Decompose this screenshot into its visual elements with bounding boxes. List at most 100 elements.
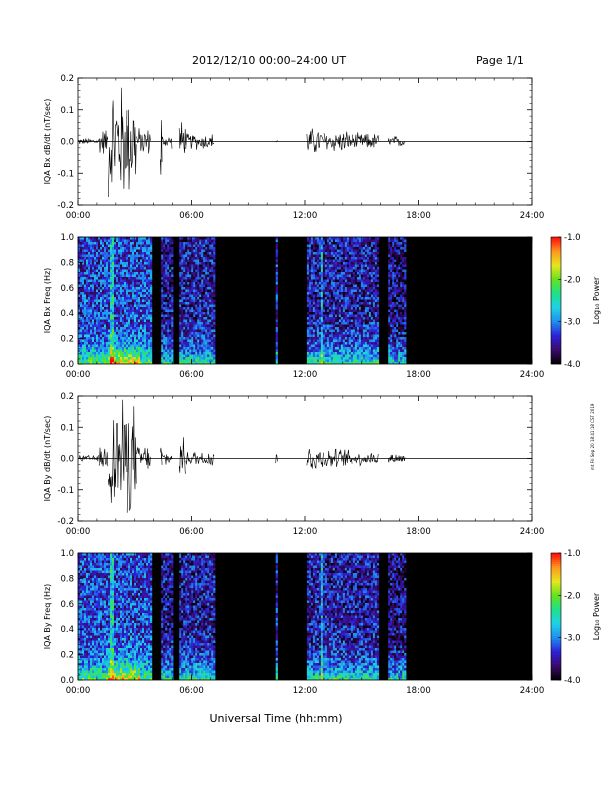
spectrogram-cell xyxy=(195,244,198,248)
spectrogram-cell xyxy=(362,322,366,325)
spectrogram-cell xyxy=(108,357,111,360)
spectrogram-cell xyxy=(136,337,139,340)
spectrogram-cell xyxy=(328,284,332,288)
spectrogram-cell xyxy=(120,322,123,325)
spectrogram-cell xyxy=(100,252,103,255)
spectrogram-cell xyxy=(86,289,89,293)
spectrogram-cell xyxy=(330,329,334,333)
spectrogram-cell xyxy=(80,344,83,348)
spectrogram-cell xyxy=(275,282,278,285)
spectrogram-cell xyxy=(318,279,322,283)
spectrogram-cell xyxy=(94,279,97,283)
spectrogram-cell xyxy=(336,247,340,250)
spectrogram-cell xyxy=(211,342,214,345)
spectrogram-cell xyxy=(90,277,93,280)
spectrogram-cell xyxy=(124,359,127,363)
spectrogram-cell xyxy=(161,247,164,250)
spectrogram-cell xyxy=(179,357,182,360)
spectrogram-cell xyxy=(82,242,85,245)
spectrogram-cell xyxy=(332,242,336,245)
spectrogram-cell xyxy=(336,342,340,345)
spectrogram-cell xyxy=(106,267,109,270)
spectrogram-cell xyxy=(142,274,145,278)
spectrogram-cell xyxy=(354,237,358,240)
spectrogram-cell xyxy=(84,239,87,243)
spectrogram-cell xyxy=(195,319,198,323)
spectrogram-cell xyxy=(362,357,366,360)
spectrogram-cell xyxy=(189,327,192,330)
spectrogram-cell xyxy=(128,249,131,253)
spectrogram-cell xyxy=(191,359,194,363)
spectrogram-cell xyxy=(320,327,324,330)
spectrogram-cell xyxy=(187,322,190,325)
spectrogram-cell xyxy=(118,342,121,345)
spectrogram-cell xyxy=(372,237,376,240)
spectrogram-cell xyxy=(205,244,208,248)
spectrogram-cell xyxy=(84,329,87,333)
spectrogram-cell xyxy=(213,237,216,240)
spectrogram-cell xyxy=(334,262,338,265)
spectrogram-cell xyxy=(336,284,340,288)
spectrogram-cell xyxy=(209,259,212,263)
spectrogram-cell xyxy=(108,272,111,275)
spectrogram-cell xyxy=(142,289,145,293)
spectrogram-cell xyxy=(169,354,172,358)
spectrogram-cell xyxy=(187,349,190,353)
spectrogram-cell xyxy=(146,274,149,278)
spectrogram-cell xyxy=(205,329,208,333)
spectrogram-cell xyxy=(146,289,149,293)
spectrogram-cell xyxy=(350,332,354,335)
spectrogram-cell xyxy=(171,319,174,323)
spectrogram-cell xyxy=(112,247,115,250)
spectrogram-cell xyxy=(332,244,336,248)
spectrogram-cell xyxy=(346,357,350,360)
spectrogram-cell xyxy=(326,249,330,253)
spectrogram-cell xyxy=(344,304,348,308)
spectrogram-cell xyxy=(354,259,358,263)
spectrogram-cell xyxy=(104,334,107,338)
spectrogram-cell xyxy=(336,242,340,245)
spectrogram-cell xyxy=(163,282,166,285)
spectrogram-cell xyxy=(366,257,370,260)
spectrogram-cell xyxy=(352,257,356,260)
spectrogram-cell xyxy=(126,324,129,328)
spectrogram-cell xyxy=(116,257,119,260)
spectrogram-cell xyxy=(197,264,200,268)
spectrogram-cell xyxy=(82,329,85,333)
spectrogram-cell xyxy=(336,307,340,310)
spectrogram-cell xyxy=(148,327,151,330)
spectrogram-cell xyxy=(96,354,99,358)
spectrogram-cell xyxy=(205,334,208,338)
spectrogram-cell xyxy=(132,254,135,258)
spectrogram-cell xyxy=(322,239,326,243)
spectrogram-cell xyxy=(144,239,147,243)
spectrogram-cell xyxy=(191,239,194,243)
spectrogram-cell xyxy=(316,254,320,258)
spectrogram-cell xyxy=(342,282,346,285)
spectrogram-cell xyxy=(328,279,332,283)
spectrogram-cell xyxy=(171,244,174,248)
spectrogram-cell xyxy=(104,262,107,265)
spectrogram-cell xyxy=(308,344,312,348)
spectrogram-cell xyxy=(112,339,115,343)
spectrogram-cell xyxy=(163,362,166,364)
spectrogram-cell xyxy=(185,312,188,315)
spectrogram-cell xyxy=(128,282,131,285)
spectrogram-cell xyxy=(352,297,356,300)
spectrogram-cell xyxy=(306,292,310,295)
spectrogram-cell xyxy=(201,354,204,358)
spectrogram-cell xyxy=(211,357,214,360)
spectrogram-cell xyxy=(189,317,192,320)
spectrogram-cell xyxy=(130,247,133,250)
spectrogram-cell xyxy=(308,277,312,280)
spectrogram-cell xyxy=(146,307,149,310)
spectrogram-cell xyxy=(336,357,340,360)
spectrogram-cell xyxy=(80,279,83,283)
spectrogram-cell xyxy=(142,294,145,298)
spectrogram-cell xyxy=(165,262,168,265)
spectrogram-cell xyxy=(308,299,312,303)
spectrogram-cell xyxy=(372,267,376,270)
spectrogram-cell xyxy=(366,352,370,355)
spectrogram-cell xyxy=(326,344,330,348)
spectrogram-cell xyxy=(142,337,145,340)
